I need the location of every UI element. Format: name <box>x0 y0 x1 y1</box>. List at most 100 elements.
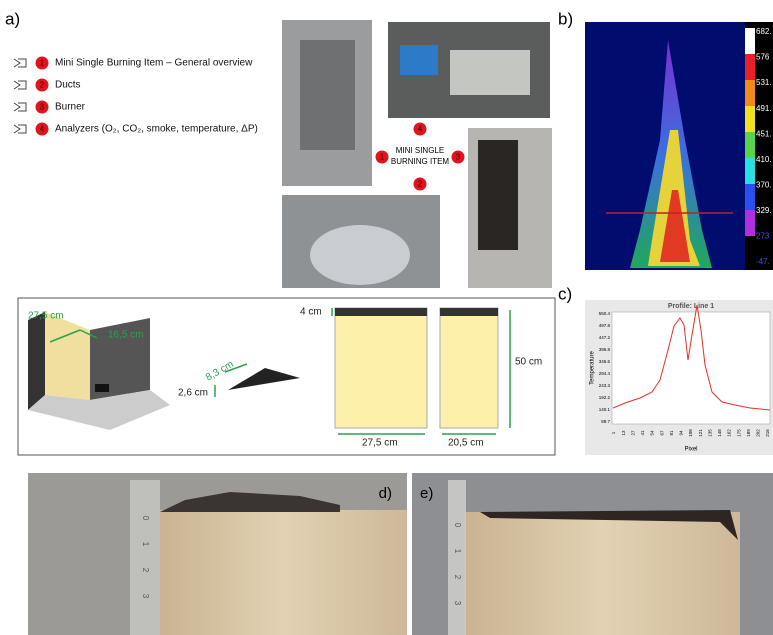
legend-text: Burner <box>55 102 86 113</box>
color-scale: 682. 576 531. 491. 451. 410. 370. 329. 273 -47. <box>745 22 773 270</box>
wood-sample <box>465 512 740 635</box>
y-tick-label: 192.2 <box>599 395 611 400</box>
y-tick-label: 345.6 <box>599 359 611 364</box>
badge-number: 3 <box>40 103 45 112</box>
strip <box>440 308 498 316</box>
scale-band <box>745 80 755 106</box>
scale-label: 576 <box>756 53 770 62</box>
x-tick-label: 54 <box>650 430 655 436</box>
panel-wide <box>335 308 427 428</box>
ruler-label: 3 <box>453 601 462 606</box>
ruler-label: 0 <box>141 516 150 521</box>
scale-label: 370. <box>756 180 772 189</box>
y-tick-label: 396.8 <box>599 347 611 352</box>
badge-number: 1 <box>380 153 385 162</box>
wood-sample <box>160 510 407 635</box>
ruler <box>130 480 160 635</box>
panel-label: c) <box>558 284 572 303</box>
ruler-label: 2 <box>141 568 150 573</box>
x-tick-label: 81 <box>669 430 674 436</box>
badge-number: 3 <box>456 153 461 162</box>
photo-detail <box>300 40 355 150</box>
x-tick-label: 162 <box>727 429 732 437</box>
scale-band <box>745 28 755 54</box>
scale-label: 531. <box>756 78 772 87</box>
badge-number: 1 <box>40 59 45 68</box>
ruler-label: 1 <box>141 542 150 547</box>
x-tick-label: 175 <box>736 429 741 437</box>
center-label: MINI SINGLE <box>396 146 444 155</box>
dim-label: 16,5 cm <box>108 330 144 341</box>
scale-label: 329. <box>756 206 772 215</box>
scale-label: -47. <box>756 257 770 266</box>
x-tick-label: 202 <box>756 429 761 437</box>
y-tick-label: 447.2 <box>599 335 611 340</box>
y-tick-label: 294.4 <box>599 371 611 376</box>
figure: a) 1 Mini Single Burning Item – General o… <box>0 0 773 635</box>
wall <box>28 312 45 410</box>
badge-number: 2 <box>40 81 45 90</box>
badge-number: 4 <box>40 125 45 134</box>
scale-band <box>745 132 755 158</box>
plot-title: Profile: Line 1 <box>668 303 714 310</box>
dim-label: 20,5 cm <box>448 438 484 449</box>
ruler-label: 3 <box>141 594 150 599</box>
photo-detail <box>310 225 410 285</box>
x-tick-label: 189 <box>746 429 751 437</box>
x-tick-label: 41 <box>640 430 645 436</box>
panel-label: d) <box>379 485 392 502</box>
scale-label: 273 <box>756 232 770 241</box>
ruler-label: 0 <box>453 523 462 528</box>
y-tick-label: 497.8 <box>599 323 611 328</box>
legend: 1 Mini Single Burning Item – General over… <box>14 57 258 136</box>
dim-label: 27,5 cm <box>362 438 398 449</box>
ruler <box>448 480 466 635</box>
y-tick-label: 140.1 <box>599 407 611 412</box>
legend-text: Mini Single Burning Item – General overv… <box>55 58 253 69</box>
y-tick-label: 89.7 <box>601 419 610 424</box>
photo-detail <box>400 45 438 75</box>
x-tick-label: 135 <box>707 429 712 437</box>
scale-band <box>745 210 755 236</box>
badge-number: 2 <box>418 180 423 189</box>
center-labels: 4 1 3 2 MINI SINGLE BURNING ITEM <box>376 123 465 191</box>
arrow-icon <box>14 59 26 67</box>
ruler-label: 1 <box>453 549 462 554</box>
strip <box>335 308 427 316</box>
x-tick-label: 94 <box>679 430 684 436</box>
arrow-icon <box>14 81 26 89</box>
scale-band <box>745 236 755 262</box>
y-tick-label: 243.3 <box>599 383 611 388</box>
x-tick-label: 67 <box>659 430 664 436</box>
arrow-icon <box>14 103 26 111</box>
burner <box>95 384 109 392</box>
scale-band <box>745 184 755 210</box>
x-tick-label: 216 <box>765 429 770 437</box>
x-axis-label: Pixel <box>684 447 697 453</box>
badge-number: 4 <box>418 125 423 134</box>
panel-narrow <box>440 308 498 428</box>
dim-label: 4 cm <box>300 307 322 318</box>
arrow-icon <box>14 125 26 133</box>
scale-band <box>745 158 755 184</box>
scale-label: 451. <box>756 129 772 138</box>
x-tick-label: 13 <box>621 430 626 436</box>
panel-label: a) <box>5 9 20 28</box>
x-tick-label: 108 <box>688 429 693 437</box>
dim-label: 50 cm <box>515 357 542 368</box>
scale-label: 682. <box>756 27 772 36</box>
scale-band <box>745 106 755 132</box>
scale-label: 410. <box>756 155 772 164</box>
y-tick-label: 550.4 <box>599 311 611 316</box>
x-tick-label: 121 <box>698 429 703 437</box>
photo-detail <box>478 140 518 250</box>
dim-label: 2,6 cm <box>178 388 208 399</box>
panel-label: e) <box>420 485 433 502</box>
scale-band <box>745 54 755 80</box>
ruler-label: 2 <box>453 575 462 580</box>
panel-label: b) <box>558 9 573 28</box>
x-tick-label: 148 <box>717 429 722 437</box>
scale-label: 491. <box>756 104 772 113</box>
center-label: BURNING ITEM <box>391 157 450 166</box>
y-axis-label: Temperature <box>590 350 596 384</box>
